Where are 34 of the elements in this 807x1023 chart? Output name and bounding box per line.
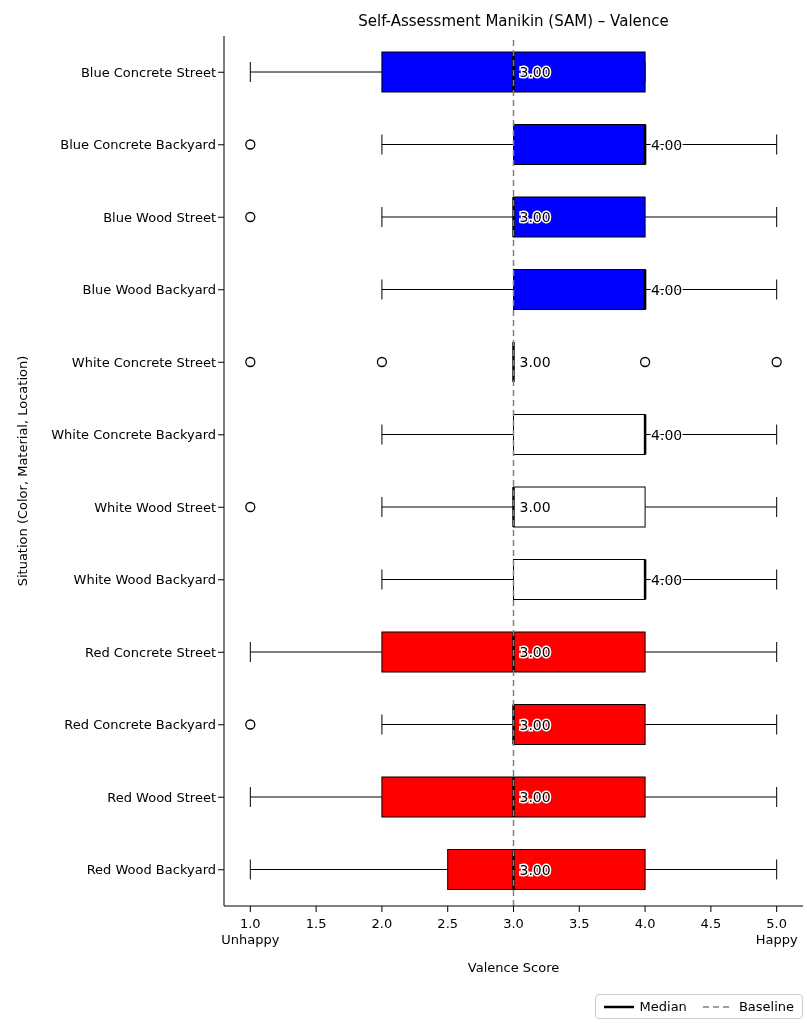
y-tick-label: Red Concrete Street (84, 644, 216, 660)
x-tick-label: 3.5 (568, 916, 590, 931)
x-tick-label: 3.0 (503, 916, 524, 931)
text: 3.00 (519, 861, 551, 878)
x-tick-label: 4.0 (634, 916, 656, 931)
x-tick-label: 2.0 (371, 916, 393, 931)
y-tick-label: Red Concrete Backyard (64, 717, 216, 733)
x-tick-label: 5.0 Happy (755, 916, 798, 947)
y-tick-label: White Concrete Backyard (51, 427, 216, 443)
y-tick-label: Blue Concrete Street (80, 64, 216, 80)
y-tick-label: White Wood Street (94, 499, 216, 515)
legend-label: Median (639, 999, 687, 1014)
text: 3.00 (519, 716, 551, 733)
chart-title: Self-Assessment Manikin (SAM) – Valence (358, 12, 669, 30)
y-tick-label: White Wood Backyard (73, 572, 216, 588)
y-tick-label: Blue Wood Street (103, 209, 216, 225)
x-tick-label: 4.5 (700, 916, 722, 931)
text: 3.00 (519, 499, 551, 515)
y-tick-label: White Concrete Street (71, 354, 216, 370)
text: 3.00 (519, 209, 551, 225)
x-tick-label: 1.5 (305, 916, 327, 931)
x-tick-label: 1.0 Unhappy (221, 916, 280, 947)
x-tick-label: 2.5 (437, 916, 459, 931)
y-tick-label: Red Wood Street (107, 789, 216, 805)
legend-label: Baseline (738, 999, 794, 1014)
x-axis-title: Valence Score (467, 960, 560, 975)
text: 3.00 (519, 64, 551, 80)
text: 3.00 (519, 644, 551, 660)
y-tick-label: Red Wood Backyard (86, 862, 216, 878)
text: 3.00 (519, 354, 551, 370)
y-axis-title: Situation (Color, Material, Location) (14, 355, 30, 587)
y-tick-label: Blue Concrete Backyard (60, 137, 216, 153)
y-tick-label: Blue Wood Backyard (82, 282, 216, 298)
text: 3.00 (519, 789, 551, 805)
